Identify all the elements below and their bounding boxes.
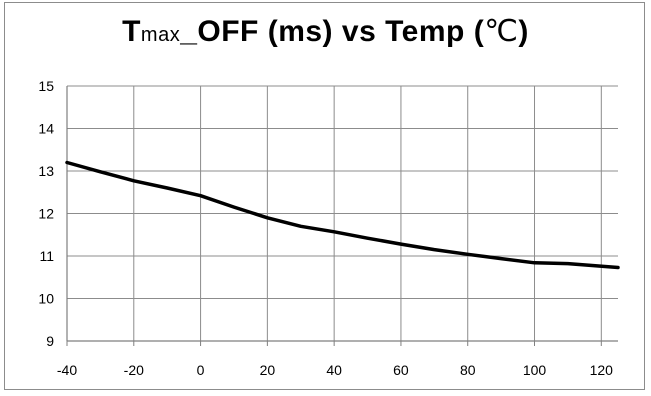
x-tick-label: 0 — [197, 362, 205, 378]
title-unit: ℃ — [484, 14, 519, 49]
x-tick-label: 20 — [260, 362, 276, 378]
chart-title: Tmax_OFF (ms) vs Temp (℃) — [0, 14, 651, 49]
title-close: ) — [518, 15, 529, 48]
x-tick-label: 80 — [460, 362, 476, 378]
title-main: T — [122, 15, 141, 48]
y-tick-label: 10 — [38, 291, 54, 307]
x-tick-label: 120 — [590, 362, 614, 378]
title-subscript: max — [140, 24, 181, 46]
y-tick-label: 12 — [38, 206, 54, 222]
y-tick-label: 15 — [38, 78, 54, 94]
title-rest: _OFF (ms) vs Temp ( — [180, 15, 485, 48]
y-tick-label: 14 — [38, 121, 54, 137]
y-tick-label: 9 — [46, 333, 54, 349]
x-tick-label: 100 — [523, 362, 547, 378]
chart-frame — [4, 2, 645, 390]
x-tick-label: 60 — [393, 362, 409, 378]
y-tick-label: 11 — [39, 248, 54, 264]
x-tick-label: -20 — [124, 362, 144, 378]
x-tick-label: 40 — [326, 362, 342, 378]
y-tick-label: 13 — [38, 163, 54, 179]
series-line — [65, 160, 620, 270]
x-tick-label: -40 — [57, 362, 77, 378]
